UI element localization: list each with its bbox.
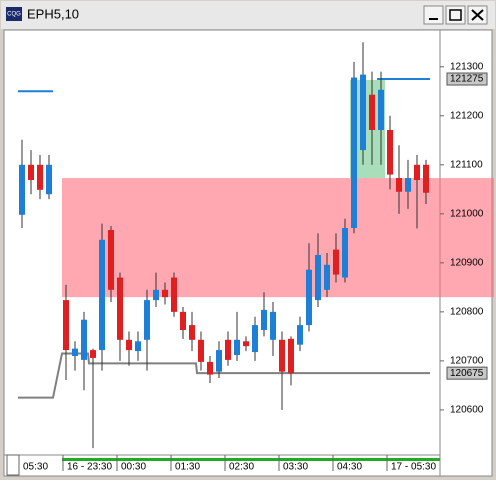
candle-body [387, 130, 393, 175]
y-tick-label: 121000 [450, 208, 484, 219]
candle-body [270, 311, 276, 340]
zone [62, 178, 494, 298]
x-tick-label: 05:30 [23, 462, 48, 473]
candle-body [306, 269, 312, 326]
candle-body [261, 309, 267, 330]
price-marker-box [446, 366, 488, 380]
candle-body [405, 178, 411, 192]
y-tick-label: 121300 [450, 61, 484, 72]
candle-body [396, 178, 402, 192]
candle-body [252, 325, 258, 353]
candle-body [342, 228, 348, 278]
candle-body [37, 164, 43, 190]
candle-body [351, 77, 357, 229]
session-bar [62, 458, 440, 461]
candle-body [180, 311, 186, 330]
candle-body [189, 325, 195, 340]
y-tick-label: 120800 [450, 307, 484, 318]
candle-body [333, 249, 339, 275]
candle-body [216, 350, 222, 372]
candle-body [423, 164, 429, 193]
app-icon-text: CQG [7, 12, 21, 18]
candle-body [108, 230, 114, 290]
candle-body [99, 239, 105, 351]
x-tick-label: 16 - 23:30 [67, 462, 112, 473]
y-tick-label: 121200 [450, 110, 484, 121]
y-tick-label: 121100 [450, 159, 483, 170]
title-bar [1, 1, 495, 29]
candle-body [46, 164, 52, 195]
scroll-box[interactable] [6, 454, 20, 476]
x-tick-label: 00:30 [121, 462, 146, 473]
x-tick-label: 04:30 [337, 462, 362, 473]
candle-body [153, 289, 159, 301]
x-tick-label: 03:30 [283, 462, 308, 473]
candle-body [162, 289, 168, 298]
candle-body [126, 339, 132, 351]
candle-body [198, 339, 204, 362]
close-button[interactable] [467, 5, 488, 25]
candle-body [144, 300, 150, 340]
candle-body [19, 164, 25, 215]
candle-body [324, 264, 330, 290]
candle-body [135, 341, 141, 352]
candle-body [90, 350, 96, 358]
candle-body [63, 300, 69, 351]
x-tick-label: 17 - 05:30 [391, 462, 436, 473]
candle-body [378, 89, 384, 130]
x-tick-label: 01:30 [175, 462, 200, 473]
candle-body [414, 164, 420, 180]
y-tick-label: 120700 [450, 356, 484, 367]
x-tick-label: 02:30 [229, 462, 254, 473]
minimize-button[interactable] [423, 5, 444, 25]
candle-body [207, 361, 213, 375]
candle-body [72, 348, 78, 356]
candle-body [288, 338, 294, 374]
y-tick-label: 120600 [450, 405, 484, 416]
window-title: EPH5,10 [27, 6, 79, 21]
app-icon [6, 7, 22, 21]
candle-body [81, 319, 87, 360]
candle-body [243, 341, 249, 347]
candle-body [234, 339, 240, 355]
candle-body [117, 277, 123, 340]
indicator-line [18, 78, 430, 93]
candle-body [279, 339, 285, 372]
candle-body [369, 94, 375, 130]
price-marker-label: 121275 [450, 74, 484, 85]
candle-body [297, 325, 303, 345]
candle-body [171, 277, 177, 312]
candle-body [225, 339, 231, 360]
price-marker-label: 120675 [450, 368, 484, 379]
indicator-line [18, 352, 430, 399]
maximize-button[interactable] [445, 5, 466, 25]
y-tick-label: 120900 [450, 257, 484, 268]
candle-body [315, 255, 321, 301]
candle-body [360, 74, 366, 151]
price-marker-box [446, 72, 488, 86]
candle-body [28, 164, 34, 180]
